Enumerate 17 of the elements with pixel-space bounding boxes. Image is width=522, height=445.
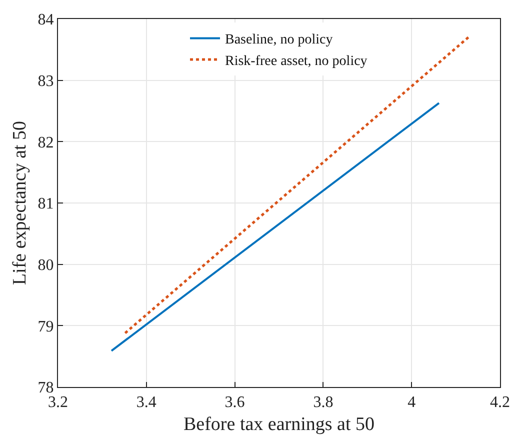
y-tick-label: 84 xyxy=(38,12,54,29)
x-tick-label: 4.2 xyxy=(490,394,510,412)
x-tick-label: 4 xyxy=(408,394,416,412)
y-tick-label: 81 xyxy=(38,196,54,213)
x-tick-label: 3.2 xyxy=(48,394,68,412)
legend-label: Risk-free asset, no policy xyxy=(225,54,368,69)
y-tick-label: 82 xyxy=(38,134,54,152)
x-tick-label: 3.6 xyxy=(224,394,245,412)
x-tick-label: 3.8 xyxy=(313,394,334,412)
y-tick-label: 80 xyxy=(38,256,54,274)
legend-label: Baseline, no policy xyxy=(225,32,333,48)
y-tick-label: 78 xyxy=(38,380,54,397)
x-axis-title: Before tax earnings at 50 xyxy=(184,414,374,435)
y-tick-label: 83 xyxy=(38,72,54,90)
y-tick-label: 79 xyxy=(38,318,54,336)
x-tick-label: 3.4 xyxy=(136,394,156,412)
y-axis-title: Life expectancy at 50 xyxy=(10,120,31,286)
